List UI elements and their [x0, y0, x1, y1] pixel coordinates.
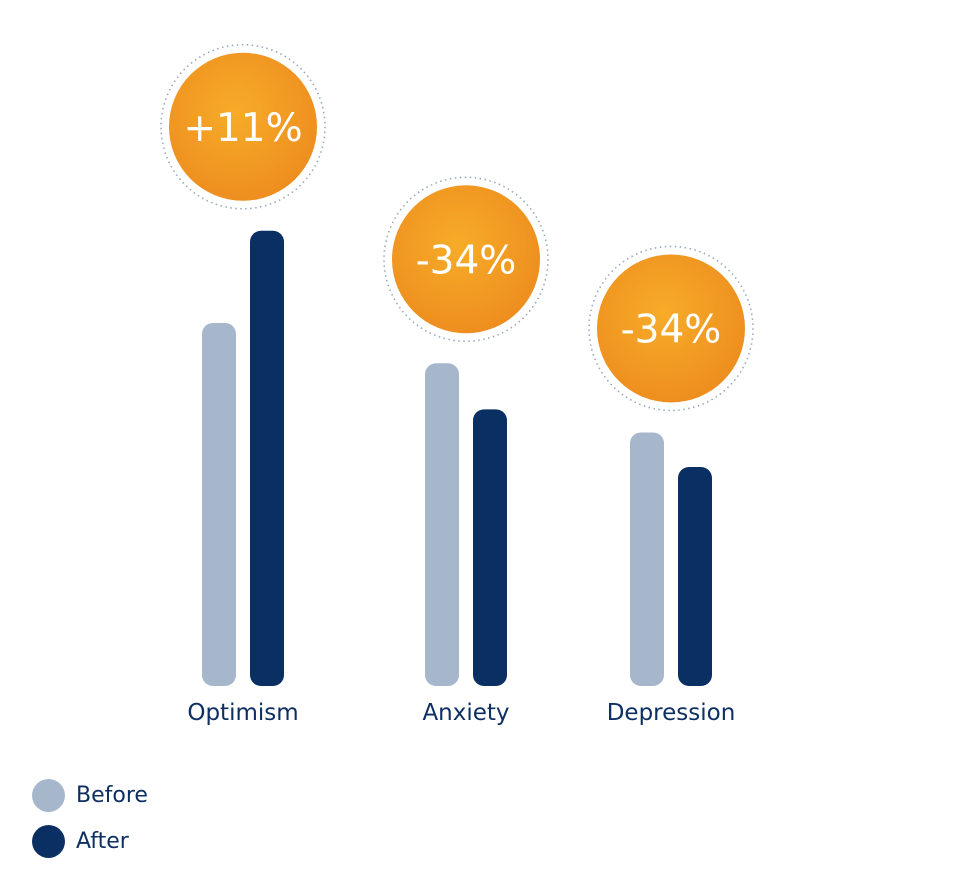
change-badge-depression: -34% [588, 245, 754, 412]
change-label-optimism: +11% [183, 106, 302, 151]
legend-label-after: After [76, 828, 129, 854]
change-label-anxiety: -34% [416, 238, 517, 283]
bar-anxiety-after [473, 409, 507, 686]
badge-ring-depression [588, 245, 754, 412]
change-badge-optimism: +11% [160, 43, 326, 210]
change-label-depression: -34% [621, 307, 722, 352]
bar-depression-before [630, 432, 664, 686]
badge-circle-depression [597, 254, 745, 403]
legend-swatch-after [32, 824, 65, 858]
badge-circle-anxiety [392, 185, 540, 334]
legend: Before After [32, 778, 148, 870]
category-label-optimism: Optimism [187, 700, 298, 726]
bar-depression-after [678, 467, 712, 686]
legend-swatch-before [32, 778, 65, 812]
badge-ring-optimism [160, 43, 326, 210]
legend-item-before: Before [32, 778, 148, 812]
badge-circle-optimism [169, 52, 317, 201]
badge-ring-anxiety [383, 176, 549, 343]
legend-item-after: After [32, 824, 148, 858]
change-badge-anxiety: -34% [383, 176, 549, 343]
legend-label-before: Before [76, 782, 148, 808]
category-label-depression: Depression [607, 700, 736, 726]
bar-optimism-before [202, 322, 236, 686]
bar-anxiety-before [425, 363, 459, 686]
category-label-anxiety: Anxiety [422, 700, 509, 726]
bar-optimism-after [250, 230, 284, 686]
